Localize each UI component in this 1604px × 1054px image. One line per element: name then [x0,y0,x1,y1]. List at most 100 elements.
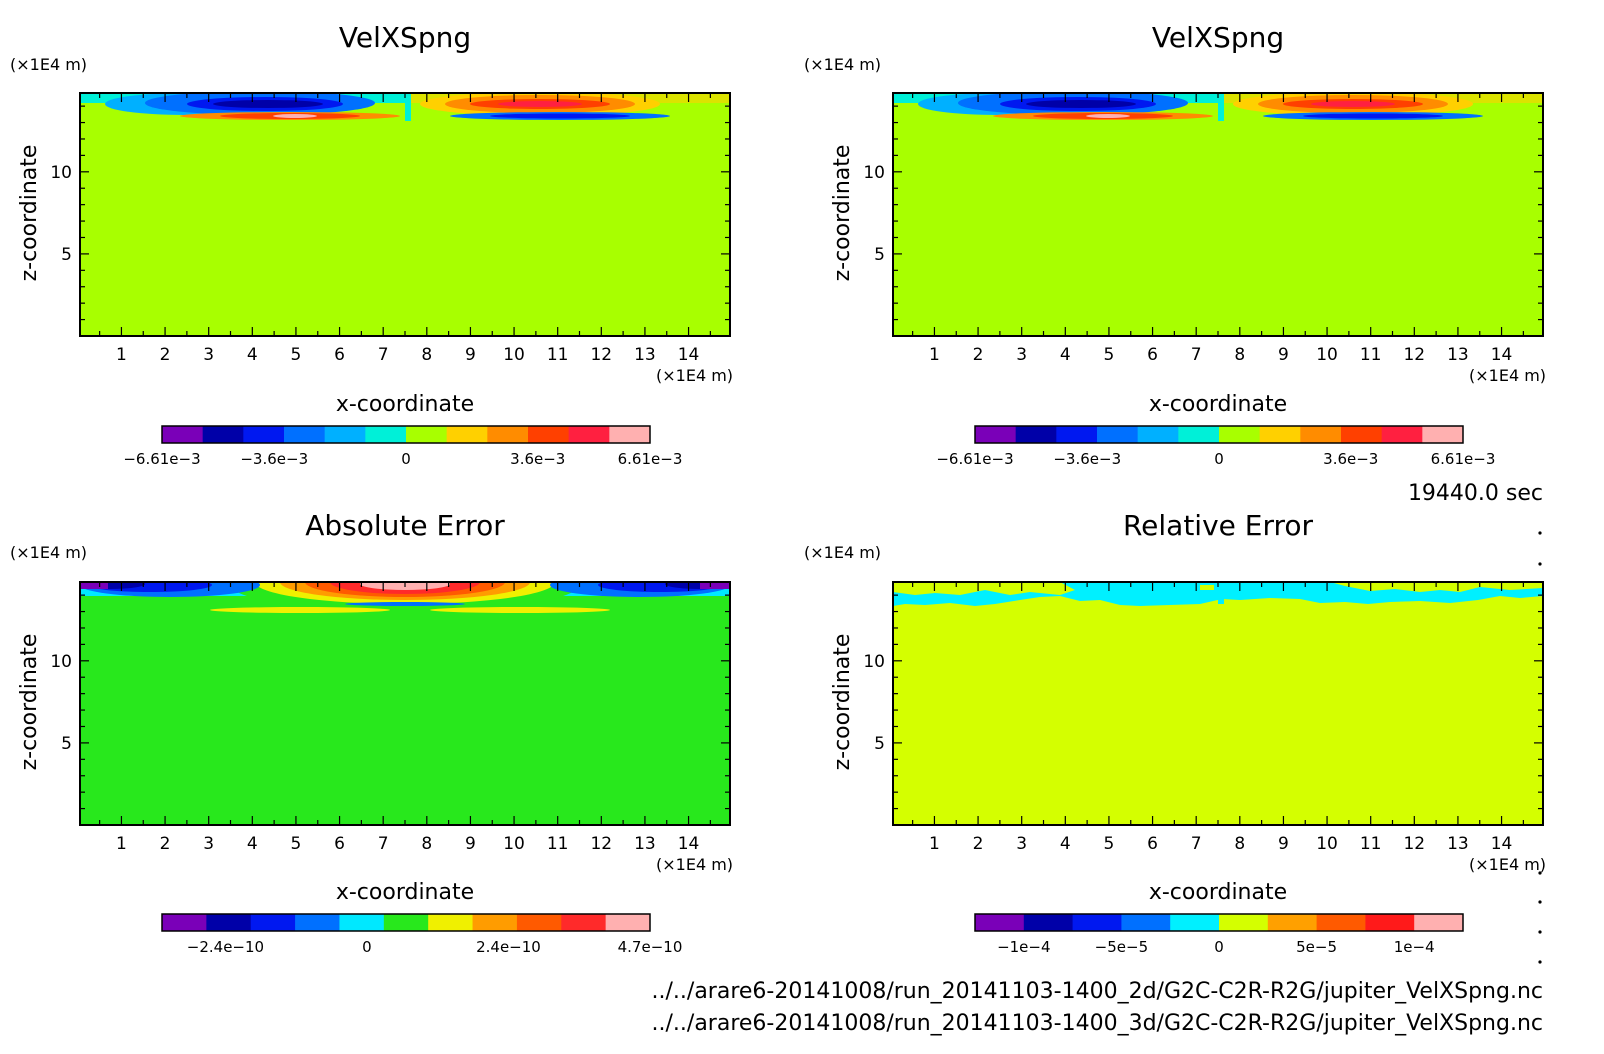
background-field [80,93,730,336]
colorbar-swatch [568,426,610,443]
plot-field [893,582,1543,825]
colorbar-label: −1e−4 [997,938,1050,956]
colorbar-swatch [284,426,326,443]
contour-band [1303,113,1443,119]
colorbar-swatch [324,426,366,443]
colorbar-swatch [609,426,651,443]
contour-band [405,93,411,121]
colorbar-swatch [446,426,488,443]
x-tick-label: 2 [160,834,171,854]
x-tick-label: 12 [590,834,612,854]
y-axis-label: z-coordinate [17,634,42,771]
x-ticks: 1 2 3 4 5 6 7 8 9 10 11 12 13 14 [912,582,1524,854]
contour-band [1218,582,1224,604]
background-field [893,93,1543,336]
colorbar-label: 0 [401,450,411,468]
plot-field [80,582,730,825]
colorbar-swatch [1170,914,1220,931]
colorbar-swatch [975,426,1017,443]
contour-band [1311,101,1395,107]
x-tick-label: 6 [1147,345,1158,365]
background-field [80,582,730,825]
colorbar-label: 6.61e−3 [1431,450,1496,468]
colorbar-label: 3.6e−3 [1323,450,1378,468]
dot-marker [1538,871,1542,875]
x-tick-label: 4 [247,345,258,365]
y-tick-label: 5 [874,245,885,265]
contour-band [490,113,630,119]
colorbar-swatch [250,914,296,931]
x-tick-label: 5 [1104,345,1115,365]
chart-title: Absolute Error [305,509,505,542]
y-ticks: 5 10 [50,594,730,810]
x-ticks: 1 2 3 4 5 6 7 8 9 10 11 12 13 14 [99,582,711,854]
y-axis-label: z-coordinate [17,145,42,282]
colorbar-swatch [975,914,1025,931]
x-tick-label: 12 [1403,834,1425,854]
colorbar-label: −5e−5 [1095,938,1148,956]
top-band [80,582,730,613]
y-tick-label: 10 [50,652,72,672]
contour-band [893,582,1075,595]
time-label: 19440.0 sec [1408,481,1543,506]
panel-absolute-error: Absolute Error (×1E4 m) [10,509,733,956]
dot-marker [1538,900,1542,904]
y-tick-label: 5 [61,734,72,754]
panel-velx-1: VelXSpng (×1E4 m) [10,21,733,468]
y-ticks: 5 10 [50,105,730,321]
colorbar-label: 4.7e−10 [618,938,683,956]
x-tick-label: 1 [116,834,127,854]
colorbar-swatch [1015,426,1057,443]
x-tick-label: 12 [1403,345,1425,365]
contour-band [1200,585,1214,590]
x-tick-label: 8 [1234,834,1245,854]
colorbar-label: −3.6e−3 [1053,450,1121,468]
colorbar-swatch [1316,914,1366,931]
colorbar-label: 0 [1214,450,1224,468]
x-tick-label: 9 [465,834,476,854]
colorbar-border [974,425,1464,444]
x-unit-label: (×1E4 m) [656,366,733,385]
colorbar-swatch [206,914,252,931]
x-tick-label: 14 [678,345,700,365]
colorbar: −2.4e−10 0 2.4e−10 4.7e−10 [161,913,683,956]
colorbar-swatch [1414,914,1464,931]
x-tick-label: 6 [334,345,345,365]
dot-marker [1538,930,1542,934]
colorbar-swatch [1259,426,1301,443]
colorbar-label: −3.6e−3 [240,450,308,468]
y-tick-label: 10 [863,163,885,183]
colorbar-label: 2.4e−10 [476,938,541,956]
colorbar-label: 3.6e−3 [510,450,565,468]
contour-band [1026,100,1136,108]
colorbar-swatch [162,426,204,443]
x-tick-label: 1 [929,834,940,854]
x-axis-label: x-coordinate [336,392,474,417]
y-tick-label: 5 [874,734,885,754]
x-tick-label: 9 [1278,834,1289,854]
plot-field [80,93,730,336]
x-ticks: 1 2 3 4 5 6 7 8 9 10 11 12 13 14 [99,93,711,365]
colorbar-label: 0 [1214,938,1224,956]
x-tick-label: 3 [203,834,214,854]
colorbar-swatch [406,426,448,443]
x-tick-label: 4 [1060,345,1071,365]
colorbar: −1e−4 −5e−5 0 5e−5 1e−4 [974,913,1464,956]
contour-band [210,607,390,613]
contour-band [80,582,108,589]
file-path-3d: ../../arare6-20141008/run_20141103-1400_… [652,1011,1543,1036]
colorbar-swatch [243,426,285,443]
colorbar-swatch [1121,914,1171,931]
colorbar-label: 1e−4 [1394,938,1435,956]
colorbar-swatch [1023,914,1074,931]
colorbar-swatch [1267,914,1318,931]
x-tick-label: 4 [1060,834,1071,854]
colorbar-border [161,913,651,932]
contour-band [498,101,582,107]
colorbar-swatch [561,914,607,931]
x-tick-label: 2 [973,345,984,365]
colorbar-swatch [487,426,529,443]
colorbar-swatch [1365,914,1415,931]
colorbar-swatch [516,914,562,931]
